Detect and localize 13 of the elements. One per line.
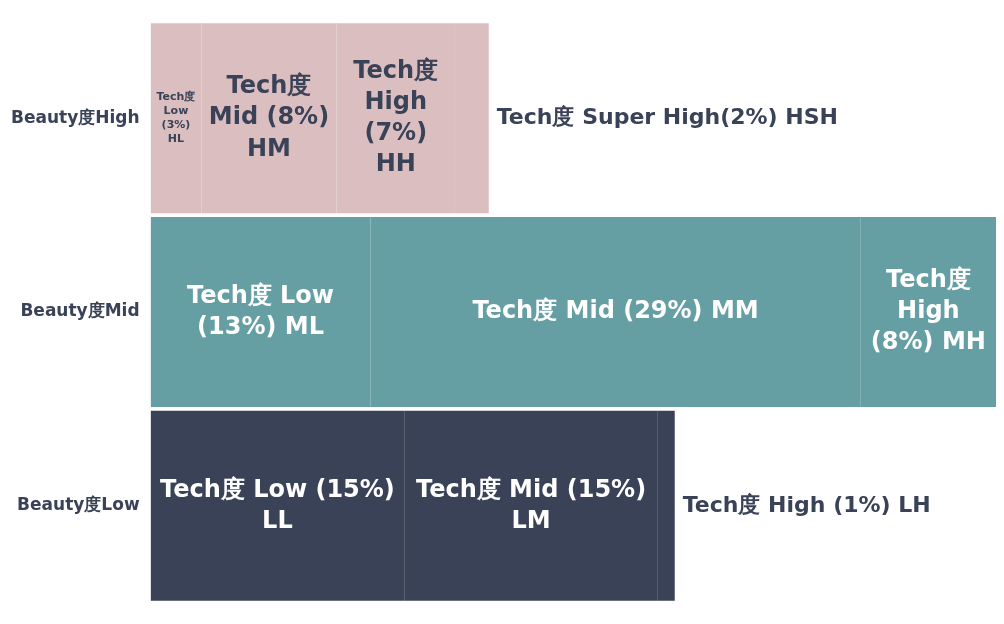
- data-label: Tech度 High (8%) MH: [870, 265, 986, 356]
- y-tick-label: Beauty度Mid: [20, 300, 140, 321]
- y-tick-label: Beauty度Low: [17, 494, 140, 515]
- data-label: Tech度 Mid (8%) HM: [208, 71, 330, 162]
- data-label: Tech度 Low (15%) LL: [159, 474, 395, 534]
- y-tick-label: Beauty度High: [10, 106, 140, 127]
- data-label: Tech度 Super High(2%) HSH: [496, 103, 838, 129]
- data-label: Tech度 Low (13%) ML: [186, 280, 335, 340]
- data-label: Tech度 High (1%) LH: [682, 491, 931, 517]
- data-label: Tech度 Low (3%) HL: [156, 89, 196, 146]
- data-label: Tech度 High (7%) HH: [353, 55, 439, 178]
- data-label: Tech度 Mid (15%) LM: [415, 474, 647, 534]
- data-label: Tech度 Mid (29%) MM: [472, 296, 759, 325]
